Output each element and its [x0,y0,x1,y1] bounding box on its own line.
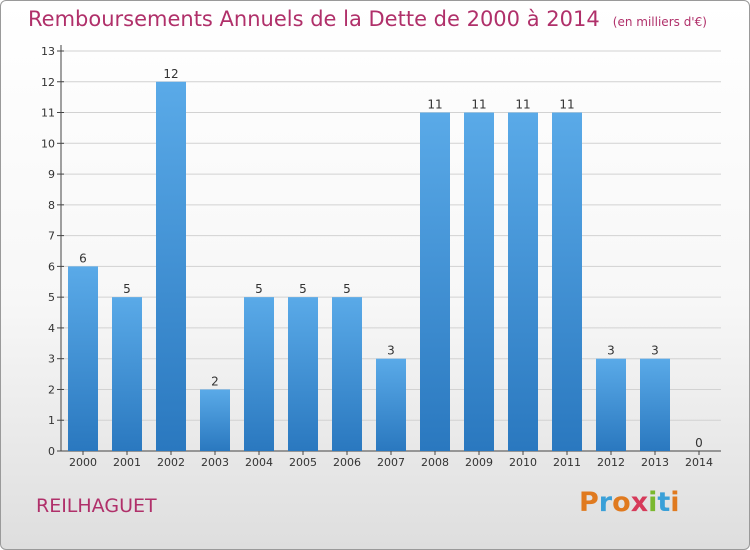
brand-letter: r [598,487,613,518]
bar [112,297,142,451]
x-tick-label: 2013 [641,456,669,469]
y-tick-label: 2 [48,383,55,396]
y-tick-label: 13 [41,45,55,58]
x-tick-label: 2006 [333,456,361,469]
data-label: 12 [163,67,178,81]
brand-letter: P [579,487,599,518]
data-label: 11 [471,98,486,112]
x-tick-label: 2009 [465,456,493,469]
bar [288,297,318,451]
y-tick-label: 6 [48,260,55,273]
data-label: 11 [427,98,442,112]
bar [508,112,538,452]
chart-title: Remboursements Annuels de la Dette de 20… [28,7,600,31]
x-tick-label: 2005 [289,456,317,469]
y-tick-label: 12 [41,76,55,89]
x-tick-label: 2002 [157,456,185,469]
data-label: 3 [387,344,395,358]
data-label: 0 [695,436,703,450]
brand-letter: i [670,487,680,518]
data-label: 5 [123,282,131,296]
label-layer: 6 5 12 2 5 5 5 3 11 11 11 11 3 3 0 [79,67,703,450]
x-tick-label: 2012 [597,456,625,469]
y-tick-label: 0 [48,445,55,458]
x-tick-label: 2011 [553,456,581,469]
brand-letter: x [630,487,649,518]
brand-letter: t [657,487,671,518]
data-label: 5 [255,282,263,296]
y-tick-label: 4 [48,322,55,335]
bar [464,112,494,452]
data-label: 5 [299,282,307,296]
y-tick-label: 5 [48,291,55,304]
x-tick-label: 2010 [509,456,537,469]
brand-letter: i [648,487,658,518]
bar [640,358,670,451]
x-tick-label: 2008 [421,456,449,469]
brand-letter: o [612,487,631,518]
bar [552,112,582,452]
data-label: 2 [211,374,219,388]
data-label: 3 [651,344,659,358]
commune-name: REILHAGUET [36,495,157,517]
y-tick-label: 1 [48,414,55,427]
x-tick-label: 2003 [201,456,229,469]
data-label: 6 [79,251,87,265]
bar [420,112,450,452]
bar [596,358,626,451]
data-label: 11 [515,98,530,112]
x-tick-label: 2004 [245,456,273,469]
bar [332,297,362,451]
bar [200,389,230,451]
x-tick-label: 2000 [69,456,97,469]
y-tick-label: 11 [41,107,55,120]
bar [68,266,98,451]
bar [156,81,186,452]
data-label: 3 [607,344,615,358]
chart-subtitle: (en milliers d'€) [612,15,707,29]
brand-logo: Proxiti [579,487,680,518]
bar-layer [68,81,670,452]
y-tick-label: 3 [48,353,55,366]
bar [376,358,406,451]
data-label: 5 [343,282,351,296]
bar [244,297,274,451]
y-tick-label: 10 [41,137,55,150]
data-label: 11 [559,98,574,112]
y-tick-label: 9 [48,168,55,181]
y-tick-label: 7 [48,230,55,243]
title-row: Remboursements Annuels de la Dette de 20… [28,7,707,31]
y-tick-label: 8 [48,199,55,212]
x-tick-label: 2007 [377,456,405,469]
x-tick-label: 2001 [113,456,141,469]
x-tick-label: 2014 [685,456,713,469]
